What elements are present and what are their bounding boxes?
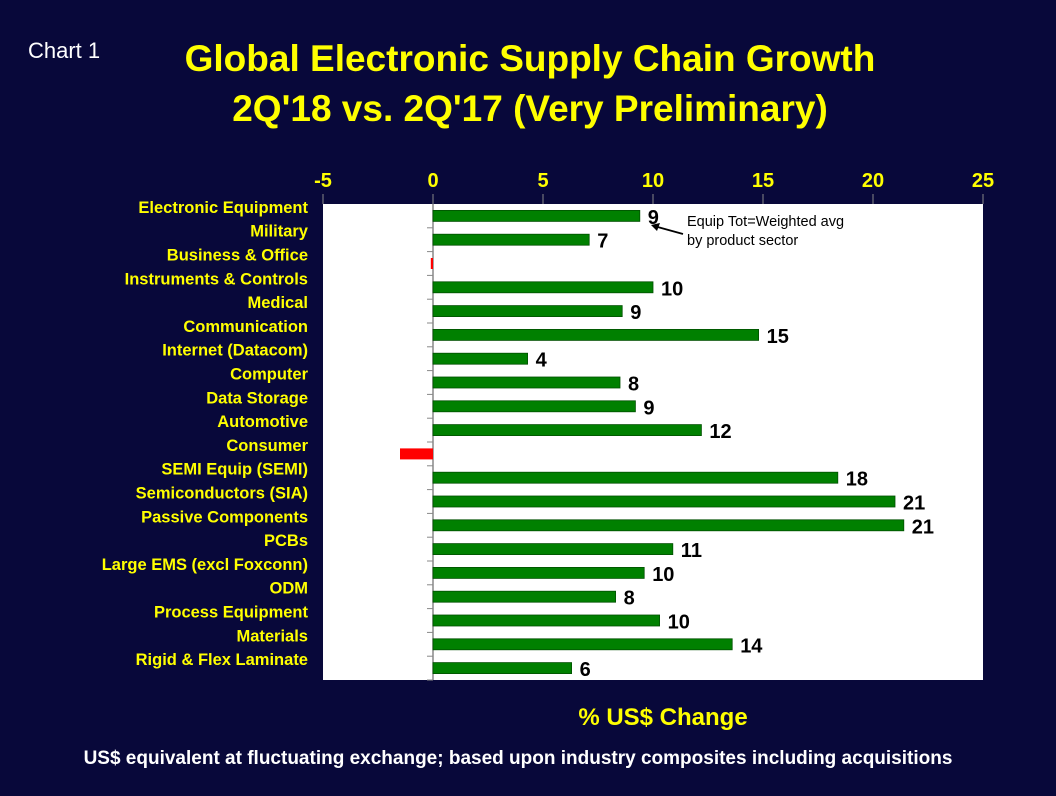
chart-subtitle: 2Q'18 vs. 2Q'17 (Very Preliminary) [232,88,828,129]
category-label: PCBs [264,532,308,550]
category-label: Instruments & Controls [125,270,308,288]
data-label: 9 [648,207,659,229]
x-axis-label: % US$ Change [578,704,748,731]
bar [432,519,905,532]
data-label: 21 [912,516,934,538]
category-label: Data Storage [206,389,308,407]
category-label: Electronic Equipment [138,199,308,217]
bar [430,258,433,269]
bar [432,209,641,222]
category-label: Communication [183,318,308,336]
bar [432,233,590,246]
bar [432,614,661,627]
x-tick-label: 20 [862,170,884,192]
category-label: Semiconductors (SIA) [136,485,308,503]
data-label: 11 [681,540,702,562]
data-label: 7 [597,231,608,253]
data-label: -2 [370,445,388,467]
x-tick-label: -5 [314,170,332,192]
data-label: 10 [668,612,690,634]
category-label: Rigid & Flex Laminate [136,651,308,669]
x-tick-label: 5 [537,170,548,192]
data-label: 8 [624,588,635,610]
category-label: Military [250,223,309,241]
bar [432,305,623,318]
category-label: Passive Components [141,508,308,526]
x-tick-label: 15 [752,170,774,192]
category-label: SEMI Equip (SEMI) [161,461,308,479]
category-label: Consumer [226,437,308,455]
data-label: 12 [709,421,731,443]
data-label: 18 [846,469,868,491]
data-label: 9 [643,397,654,419]
data-label: 21 [903,493,925,515]
annotation-arrow [653,225,684,235]
x-tick-label: 10 [642,170,664,192]
bar [432,495,896,508]
category-label: Materials [236,627,308,645]
bar [432,376,621,389]
category-label: Computer [230,366,308,384]
category-label: ODM [270,580,309,598]
bar [432,424,702,437]
annotation-line-1: Equip Tot=Weighted avg [687,214,844,230]
chart-title: Global Electronic Supply Chain Growth [184,38,876,79]
bar [432,471,839,484]
bar [432,400,636,413]
category-label: Automotive [217,413,308,431]
chart-number: Chart 1 [28,38,101,63]
arrow-head-icon [651,223,660,231]
x-tick-label: 0 [427,170,438,192]
bar [432,328,760,341]
bar [432,590,617,603]
data-label: 4 [536,350,548,372]
data-label: 8 [628,374,639,396]
data-label: 0 [408,255,419,277]
plot-area [323,204,983,680]
data-label: 10 [661,278,683,300]
data-label: 6 [580,659,591,681]
bar [400,448,433,460]
bar [432,543,674,555]
x-tick-label: 25 [972,170,994,192]
category-label: Process Equipment [154,604,309,622]
footnote: US$ equivalent at fluctuating exchange; … [83,748,953,769]
category-label: Business & Office [167,247,308,265]
data-label: 10 [652,564,674,586]
data-label: 9 [630,302,641,324]
category-label: Internet (Datacom) [162,342,308,360]
data-label: 15 [767,326,789,348]
data-label: 14 [740,635,763,657]
bar [432,281,654,294]
category-label: Large EMS (excl Foxconn) [102,556,308,574]
bar [432,638,733,651]
category-label: Medical [247,294,308,312]
bar [432,662,573,674]
annotation-line-2: by product sector [687,233,798,249]
bar [432,567,645,579]
bar [432,352,528,365]
